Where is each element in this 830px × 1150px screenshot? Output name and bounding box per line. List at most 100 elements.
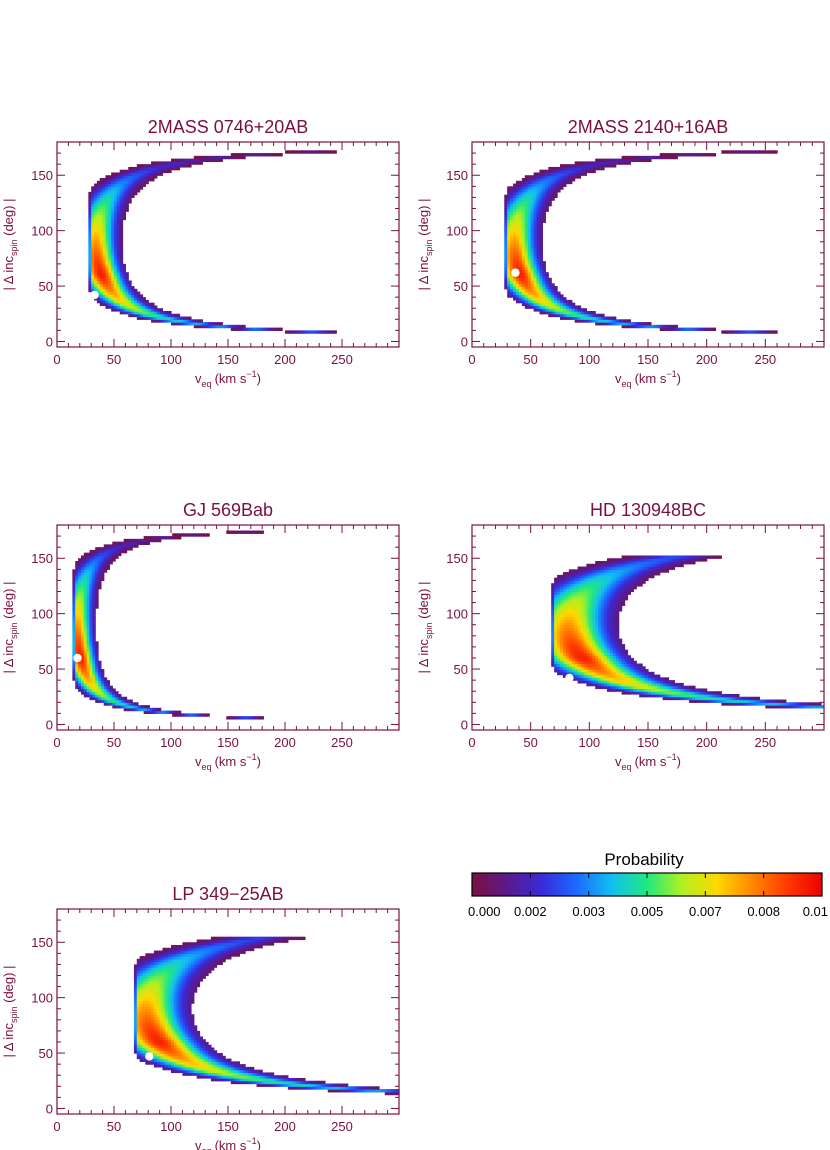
heatmap-cell [806, 702, 810, 706]
heatmap-cell [574, 161, 579, 165]
heatmap-cell [612, 613, 617, 618]
heatmap-cell [88, 236, 92, 240]
heatmap-cell [527, 191, 532, 196]
heatmap-cell [604, 613, 608, 618]
heatmap-cell [624, 669, 629, 673]
heatmap-cell [686, 696, 690, 701]
heatmap-cell [524, 252, 529, 257]
heatmap-cell [665, 561, 670, 565]
heatmap-cell [100, 569, 105, 573]
heatmap-cell [72, 641, 76, 645]
heatmap-cell [568, 671, 573, 676]
heatmap-cell [94, 263, 98, 268]
heatmap-cell [142, 183, 146, 187]
heatmap-cell [86, 677, 91, 681]
heatmap-cell [633, 669, 637, 673]
heatmap-cell [131, 175, 135, 179]
heatmap-cell [86, 563, 91, 568]
heatmap-cell [665, 155, 670, 160]
heatmap-cell [83, 563, 88, 568]
heatmap-cell [583, 597, 587, 601]
heatmap-cell [595, 569, 599, 573]
heatmap-cell [524, 225, 529, 229]
heatmap-cell [539, 299, 543, 304]
heatmap-cell [645, 322, 649, 326]
heatmap-cell [601, 652, 605, 656]
heatmap-cell [80, 682, 85, 687]
heatmap-cell [102, 294, 107, 298]
heatmap-cell [527, 250, 532, 254]
heatmap-cell [174, 710, 179, 714]
heatmap-cell [762, 330, 766, 334]
heatmap-cell [674, 691, 678, 695]
heatmap-cell [562, 616, 567, 620]
heatmap-cell [539, 294, 543, 298]
heatmap-cell [193, 158, 198, 162]
heatmap-cell [586, 657, 590, 662]
heatmap-cell [560, 574, 564, 579]
heatmap-cell [536, 208, 541, 212]
heatmap-cell [653, 680, 658, 684]
heatmap-cell [560, 638, 564, 642]
heatmap-cell [656, 324, 661, 329]
heatmap-cell [595, 671, 599, 676]
heatmap-cell [111, 194, 115, 199]
heatmap-cell [136, 981, 141, 985]
heatmap-cell [171, 158, 175, 162]
heatmap-cell [83, 574, 88, 579]
heatmap-cell [560, 580, 564, 584]
heatmap-cell [78, 652, 82, 656]
heatmap-cell [108, 214, 112, 218]
heatmap-cell [91, 274, 95, 279]
heatmap-cell [645, 572, 649, 576]
heatmap-cell [92, 610, 96, 615]
heatmap-cell [715, 691, 719, 695]
heatmap-cell [721, 150, 725, 154]
heatmap-cell [83, 652, 88, 656]
heatmap-cell [574, 616, 579, 620]
heatmap-cell [92, 566, 96, 570]
heatmap-cell [132, 544, 136, 548]
heatmap-cell [642, 574, 646, 579]
heatmap-cell [615, 574, 620, 579]
heatmap-cell [136, 1047, 141, 1051]
heatmap-cell [133, 1011, 138, 1015]
heatmap-cell [527, 227, 532, 232]
y-tick-label: 50 [454, 279, 468, 294]
heatmap-cell [759, 150, 763, 154]
heatmap-cell [122, 191, 126, 196]
heatmap-cell [530, 288, 535, 293]
heatmap-cell [157, 707, 162, 712]
heatmap-cell [510, 222, 514, 226]
heatmap-cell [606, 682, 611, 687]
heatmap-cell [75, 561, 79, 565]
heatmap-cell [653, 572, 658, 576]
heatmap-cell [609, 677, 614, 681]
heatmap-cell [80, 674, 85, 678]
heatmap-cell [156, 166, 161, 171]
heatmap-cell [210, 155, 215, 160]
heatmap-cell [262, 153, 266, 157]
heatmap-cell [524, 200, 529, 204]
heatmap-cell [111, 208, 115, 212]
heatmap-cell [510, 191, 514, 196]
heatmap-cell [139, 1044, 144, 1049]
heatmap-cell [80, 619, 85, 623]
heatmap-cell [504, 200, 508, 204]
heatmap-cell [190, 322, 195, 326]
heatmap-cell [642, 555, 646, 559]
heatmap-cell [533, 255, 538, 259]
heatmap-cell [574, 172, 579, 176]
heatmap-cell [782, 699, 787, 703]
heatmap-cell [592, 577, 596, 582]
heatmap-cell [83, 555, 88, 559]
heatmap-cell [98, 577, 102, 582]
heatmap-cell [105, 197, 109, 201]
heatmap-cell [586, 610, 590, 615]
heatmap-cell [548, 299, 552, 304]
heatmap-cell [92, 558, 96, 562]
heatmap-cell [78, 624, 82, 629]
heatmap-cell [91, 227, 95, 232]
heatmap-cell [99, 283, 104, 287]
heatmap-cell [551, 602, 555, 606]
